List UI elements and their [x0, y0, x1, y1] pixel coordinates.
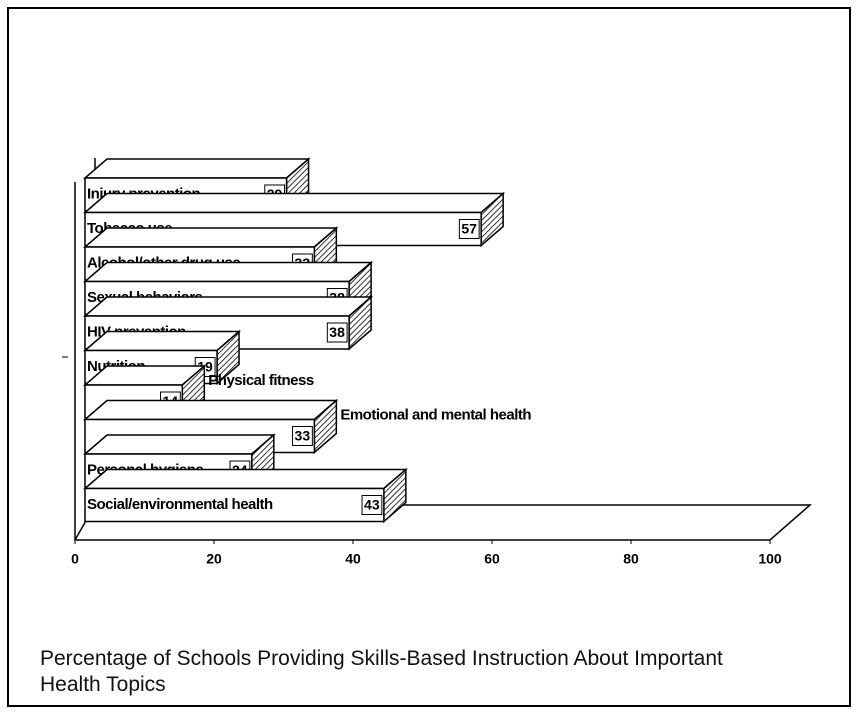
bar-top: [82, 261, 374, 283]
x-tick-label: 0: [71, 551, 79, 567]
category-label: Physical fitness: [208, 372, 314, 389]
category-label: Emotional and mental health: [340, 406, 531, 423]
bar-top: [82, 158, 311, 179]
value-box: [361, 495, 383, 515]
x-tick-label: 20: [206, 551, 222, 567]
bar-top: [82, 192, 506, 214]
frame: [7, 7, 851, 707]
x-tick-label: 80: [623, 551, 639, 567]
value-box: [292, 426, 313, 446]
category-label: Social/environmental health: [87, 496, 273, 513]
bar: [84, 487, 385, 523]
value-label: 38: [329, 324, 345, 340]
bar-top: [82, 399, 339, 421]
value-label: 43: [364, 497, 380, 513]
bar-top: [82, 330, 242, 352]
value-label: 33: [295, 428, 311, 444]
bar-top: [82, 434, 276, 455]
x-tick-label: 60: [484, 551, 500, 567]
value-box: [326, 322, 348, 343]
x-tick-label: 40: [345, 551, 361, 567]
chart-title: Percentage of Schools Providing Skills-B…: [40, 647, 723, 696]
bar-top: [82, 227, 339, 248]
x-tick-label: 100: [758, 551, 782, 567]
bar-top: [82, 296, 374, 317]
bar-top: [82, 468, 408, 490]
value-label: 57: [461, 221, 477, 237]
value-box: [458, 219, 480, 239]
